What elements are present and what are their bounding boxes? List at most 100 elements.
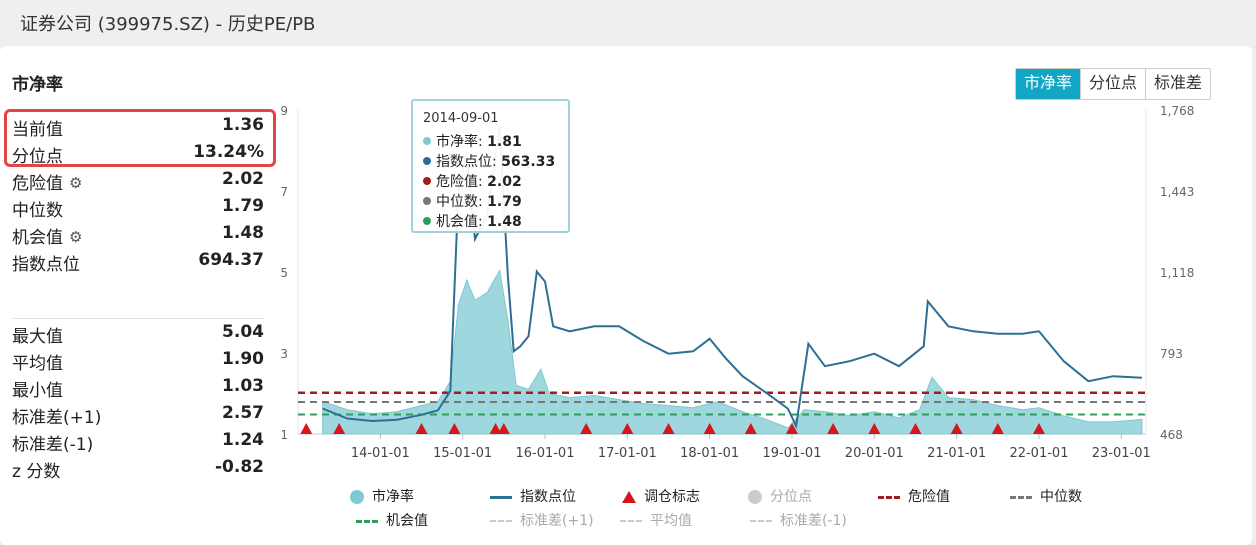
- dot-icon: [423, 157, 431, 165]
- circle-icon: [748, 490, 762, 504]
- legend-item[interactable]: 危险值: [878, 486, 950, 506]
- stat-label: 最小值: [12, 381, 63, 401]
- legend-item[interactable]: 市净率: [350, 486, 414, 506]
- rebalance-marker: [991, 423, 1004, 434]
- tab-percentile[interactable]: 分位点: [1081, 69, 1147, 99]
- stat-value: 1.90: [222, 349, 264, 369]
- legend-item[interactable]: 机会值: [356, 510, 428, 530]
- tooltip-row: 指数点位: 563.33: [423, 151, 555, 171]
- dot-icon: [423, 177, 431, 185]
- tab-pb[interactable]: 市净率: [1016, 69, 1082, 99]
- x-tick-label: 23-01-01: [1092, 446, 1151, 461]
- rebalance-marker: [827, 423, 840, 434]
- legend-item[interactable]: 标准差(+1): [490, 510, 594, 530]
- tooltip-value: 563.33: [501, 154, 556, 170]
- rebalance-marker: [621, 423, 634, 434]
- x-tick-label: 22-01-01: [1009, 446, 1068, 461]
- window-title: 证券公司 (399975.SZ) - 历史PE/PB: [20, 14, 316, 35]
- x-tick-label: 19-01-01: [762, 446, 821, 461]
- line-icon: [490, 495, 512, 499]
- rebalance-marker: [333, 423, 346, 434]
- rebalance-marker: [909, 423, 922, 434]
- stat-label: 危险值: [12, 174, 63, 194]
- x-tick-label: 18-01-01: [680, 446, 739, 461]
- tab-stddev[interactable]: 标准差: [1146, 69, 1211, 99]
- stat-danger: 危险值 ⚙ 2.02: [12, 166, 264, 194]
- tooltip-label: 危险值:: [436, 174, 483, 190]
- legend-label: 机会值: [386, 513, 428, 529]
- legend-item[interactable]: 分位点: [748, 486, 812, 506]
- stat-zscore: z 分数 -0.82: [12, 454, 264, 482]
- rebalance-marker: [300, 423, 313, 434]
- stat-value: 1.36: [222, 115, 264, 135]
- stats-list: 当前值 1.36 分位点 13.24% 危险值 ⚙ 2.02 中位数 1.79 机…: [12, 112, 264, 275]
- rebalance-marker: [415, 423, 428, 434]
- stat-label: 分位点: [12, 147, 63, 167]
- stat-median: 中位数 1.79: [12, 193, 264, 221]
- legend-label: 危险值: [908, 489, 950, 505]
- stat-value: 2.02: [222, 169, 264, 189]
- rebalance-marker: [703, 423, 716, 434]
- legend-item[interactable]: 指数点位: [490, 486, 576, 506]
- y-right-tick-label: 1,768: [1160, 104, 1194, 118]
- tooltip-row: 市净率: 1.81: [423, 131, 522, 151]
- tooltip-label: 中位数:: [436, 194, 483, 210]
- rebalance-marker: [1032, 423, 1045, 434]
- tooltip-label: 市净率:: [436, 134, 483, 150]
- legend-item[interactable]: 平均值: [620, 510, 692, 530]
- y-left-tick-label: 1: [280, 428, 288, 442]
- metric-toggle: 市净率 分位点 标准差: [1015, 68, 1212, 100]
- dashdot-icon: [620, 520, 642, 522]
- dashdot-icon: [490, 520, 512, 522]
- gear-icon[interactable]: ⚙: [69, 228, 83, 246]
- highlight-box: [4, 109, 276, 167]
- stat-label: 最大值: [12, 327, 63, 347]
- rebalance-marker: [950, 423, 963, 434]
- rebalance-marker: [662, 423, 675, 434]
- pb-area: [322, 268, 1143, 435]
- legend-label: 分位点: [770, 489, 812, 505]
- legend-label: 调仓标志: [644, 489, 700, 505]
- legend-item[interactable]: 调仓标志: [622, 486, 700, 506]
- tooltip-value: 2.02: [487, 174, 522, 190]
- dot-icon: [423, 197, 431, 205]
- stat-max: 最大值 5.04: [12, 319, 264, 347]
- stat-std-plus: 标准差(+1) 2.57: [12, 400, 264, 428]
- stat-label: 机会值: [12, 228, 63, 248]
- rebalance-marker: [448, 423, 461, 434]
- stat-label: z 分数: [12, 462, 61, 482]
- rebalance-marker: [580, 423, 593, 434]
- stat-min: 最小值 1.03: [12, 373, 264, 401]
- dash-icon: [356, 519, 378, 523]
- rebalance-marker: [744, 423, 757, 434]
- stat-value: 1.79: [222, 196, 264, 216]
- stat-label: 标准差(-1): [12, 435, 94, 455]
- y-left-tick-label: 5: [280, 266, 288, 280]
- rebalance-marker: [868, 423, 881, 434]
- tooltip-row: 危险值: 2.02: [423, 171, 522, 191]
- pb-chart[interactable]: 1 3 5 7 9 468 793 1,118 1,443 1,768 14-01-01 15-01-…: [0, 46, 1252, 545]
- legend-label: 标准差(+1): [520, 513, 594, 529]
- stat-value: 1.24: [222, 430, 264, 450]
- legend-item[interactable]: 标准差(-1): [750, 510, 847, 530]
- gear-icon[interactable]: ⚙: [69, 174, 83, 192]
- stat-value: 13.24%: [193, 142, 264, 162]
- legend-item[interactable]: 中位数: [1010, 486, 1082, 506]
- stat-mean: 平均值 1.90: [12, 346, 264, 374]
- tooltip-value: 1.81: [487, 134, 522, 150]
- tooltip-label: 指数点位:: [436, 154, 497, 170]
- y-left-tick-label: 9: [280, 104, 288, 118]
- stats-title: 市净率: [12, 75, 63, 95]
- stat-label: 指数点位: [12, 255, 80, 275]
- dash-icon: [878, 495, 900, 499]
- dashdot-icon: [750, 520, 772, 522]
- y-left-tick-label: 7: [280, 185, 288, 199]
- chart-legend: 市净率 指数点位 调仓标志 分位点 危险值 中位数机会值 标准差(+1) 平均值 标准差(-1): [350, 482, 1150, 532]
- stat-value: -0.82: [215, 457, 264, 477]
- legend-label: 标准差(-1): [780, 513, 847, 529]
- dot-icon: [423, 137, 431, 145]
- rebalance-marker: [785, 423, 798, 434]
- stat-percentile: 分位点 13.24%: [12, 139, 264, 167]
- circle-icon: [350, 490, 364, 504]
- dot-icon: [423, 217, 431, 225]
